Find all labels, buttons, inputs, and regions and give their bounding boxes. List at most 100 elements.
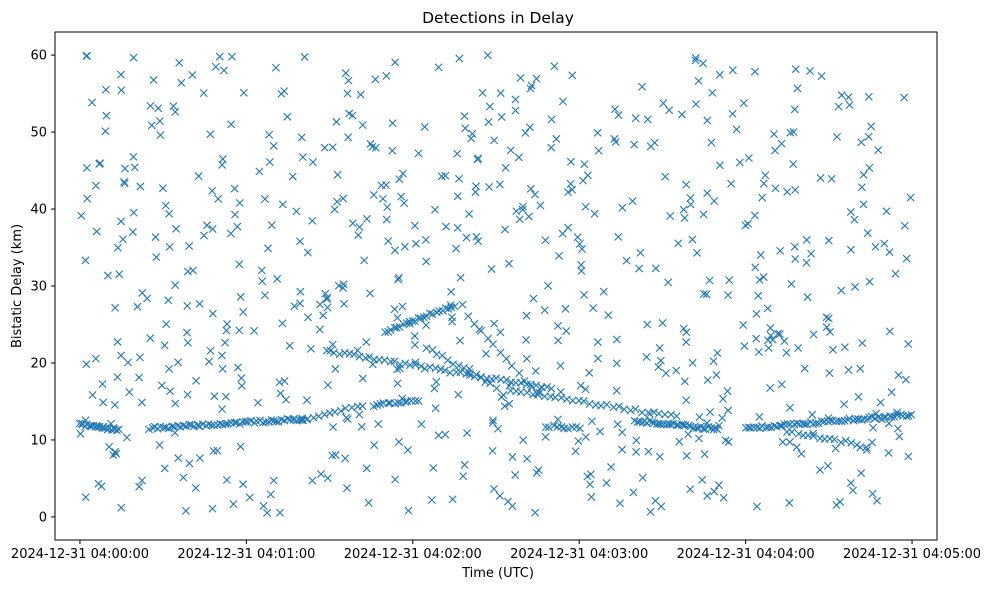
data-point-marker bbox=[586, 480, 595, 489]
data-point-marker bbox=[454, 361, 463, 370]
data-point-marker bbox=[590, 209, 599, 218]
data-point-marker bbox=[161, 423, 170, 432]
data-point-marker bbox=[455, 54, 464, 63]
data-point-marker bbox=[547, 115, 556, 124]
data-point-marker bbox=[408, 317, 417, 326]
data-point-marker bbox=[739, 320, 748, 329]
data-point-marker bbox=[420, 364, 429, 373]
data-point-marker bbox=[204, 357, 213, 366]
data-point-marker bbox=[237, 381, 246, 390]
data-point-marker bbox=[185, 420, 194, 429]
data-point-marker bbox=[485, 102, 494, 111]
data-point-marker bbox=[338, 283, 347, 292]
data-point-marker bbox=[857, 469, 866, 478]
data-point-marker bbox=[688, 235, 697, 244]
data-point-marker bbox=[764, 336, 772, 345]
data-point-marker bbox=[202, 221, 211, 230]
data-point-marker bbox=[508, 452, 517, 461]
data-point-marker bbox=[632, 447, 641, 456]
data-point-marker bbox=[555, 251, 563, 260]
data-point-marker bbox=[453, 192, 462, 201]
data-point-marker bbox=[133, 302, 142, 311]
data-point-marker bbox=[130, 163, 139, 172]
data-point-marker bbox=[802, 258, 811, 267]
data-point-marker bbox=[236, 292, 245, 301]
data-point-marker bbox=[650, 138, 659, 147]
data-point-marker bbox=[675, 437, 684, 446]
data-point-marker bbox=[283, 112, 292, 121]
data-point-marker bbox=[463, 429, 472, 438]
data-point-marker bbox=[856, 364, 865, 373]
data-point-marker bbox=[544, 281, 553, 290]
data-point-marker bbox=[526, 184, 535, 193]
data-point-marker bbox=[171, 428, 180, 437]
data-point-marker bbox=[320, 410, 329, 419]
data-point-marker bbox=[165, 242, 174, 251]
data-point-marker bbox=[125, 388, 134, 397]
data-point-marker bbox=[654, 362, 663, 371]
data-point-marker bbox=[787, 280, 796, 289]
data-point-marker bbox=[782, 348, 791, 357]
data-point-marker bbox=[464, 312, 473, 321]
data-point-marker bbox=[800, 364, 809, 373]
data-point-marker bbox=[403, 446, 412, 455]
data-point-marker bbox=[239, 307, 248, 316]
data-point-marker bbox=[638, 473, 647, 482]
data-point-marker bbox=[739, 99, 748, 108]
data-point-marker bbox=[703, 419, 712, 428]
data-point-marker bbox=[749, 423, 758, 432]
x-axis: 2024-12-31 04:00:00 2024-12-31 04:01:00 20… bbox=[11, 540, 981, 562]
data-point-marker bbox=[806, 67, 815, 76]
data-point-marker bbox=[487, 264, 496, 273]
data-point-marker bbox=[611, 138, 620, 147]
data-point-marker bbox=[410, 340, 419, 349]
data-point-marker bbox=[496, 328, 505, 337]
data-point-marker bbox=[489, 340, 498, 349]
data-point-marker bbox=[752, 334, 761, 343]
data-point-marker bbox=[577, 260, 586, 269]
data-point-marker bbox=[752, 309, 761, 318]
data-point-marker bbox=[333, 170, 342, 179]
data-point-marker bbox=[485, 183, 494, 191]
data-point-marker bbox=[887, 388, 896, 397]
data-point-marker bbox=[484, 117, 493, 126]
data-point-marker bbox=[101, 424, 110, 433]
data-point-marker bbox=[417, 362, 426, 371]
data-point-marker bbox=[169, 102, 178, 111]
data-point-marker bbox=[146, 101, 155, 110]
data-point-marker bbox=[250, 326, 259, 335]
data-point-marker bbox=[809, 330, 818, 339]
data-point-marker bbox=[129, 152, 138, 161]
data-point-marker bbox=[174, 454, 183, 463]
data-point-marker bbox=[817, 72, 826, 81]
data-point-marker bbox=[495, 180, 504, 189]
data-point-marker bbox=[400, 242, 409, 251]
data-point-marker bbox=[154, 104, 163, 113]
data-point-marker bbox=[368, 142, 377, 151]
data-point-marker bbox=[174, 358, 183, 367]
data-point-marker bbox=[790, 105, 799, 114]
data-point-marker bbox=[524, 212, 533, 221]
data-point-marker bbox=[435, 306, 444, 315]
data-point-marker bbox=[719, 493, 728, 502]
data-point-marker bbox=[77, 211, 86, 220]
data-point-marker bbox=[699, 210, 708, 219]
data-point-marker bbox=[703, 189, 712, 198]
data-point-marker bbox=[778, 438, 787, 447]
data-point-marker bbox=[309, 413, 318, 422]
data-point-marker bbox=[906, 193, 915, 202]
data-point-marker bbox=[117, 503, 126, 512]
y-tick-label: 30 bbox=[30, 280, 47, 295]
data-point-marker bbox=[521, 128, 530, 137]
data-point-marker bbox=[269, 476, 278, 485]
data-point-marker bbox=[635, 264, 644, 273]
data-point-marker bbox=[472, 232, 481, 241]
data-point-marker bbox=[661, 369, 670, 378]
data-point-marker bbox=[164, 296, 173, 305]
data-point-marker bbox=[492, 374, 501, 383]
data-point-marker bbox=[395, 364, 404, 373]
data-point-marker bbox=[618, 428, 627, 437]
data-point-marker bbox=[319, 311, 328, 320]
data-point-marker bbox=[410, 331, 419, 340]
data-point-marker bbox=[194, 172, 203, 181]
